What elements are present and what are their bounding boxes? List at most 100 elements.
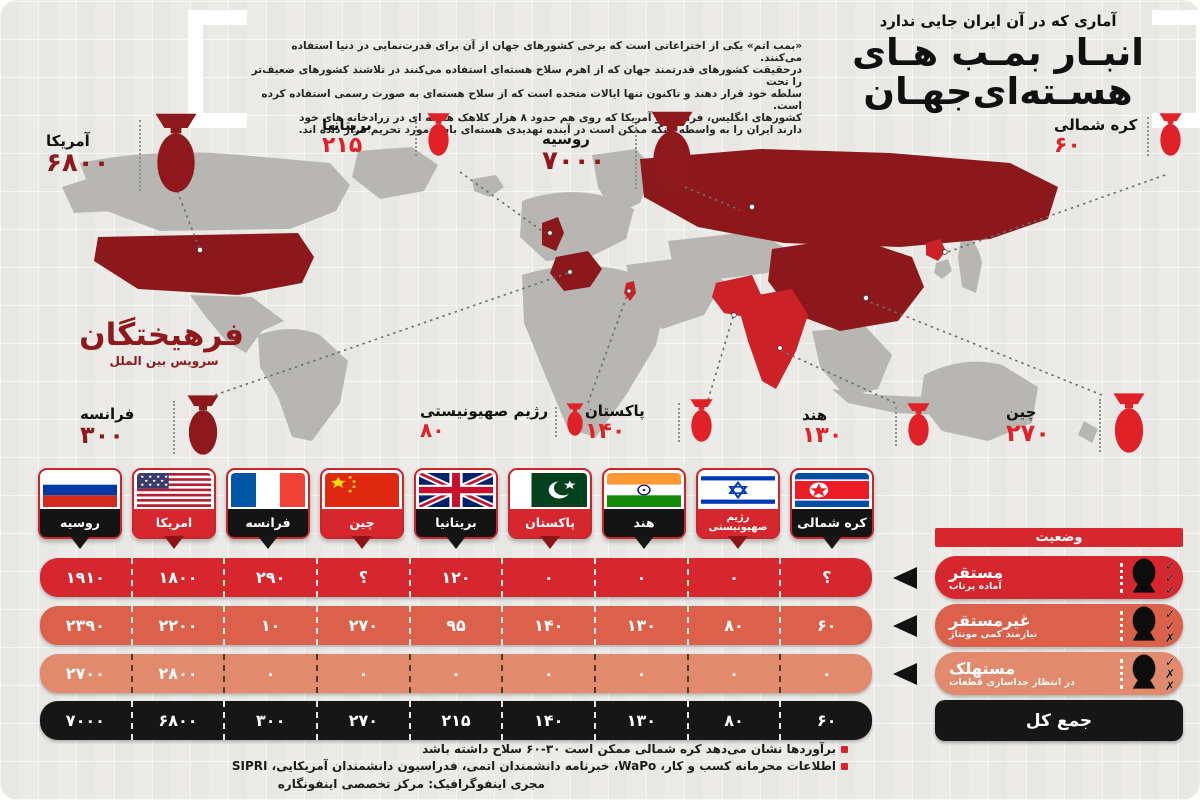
china-flag-icon xyxy=(325,473,399,507)
flag-country-label: بریتانیا xyxy=(416,509,496,537)
bomb-icon xyxy=(148,112,204,198)
intro-line: درحقیقت کشورهای قدرتمند جهان که از اهرم … xyxy=(251,64,802,88)
flag-card-russia: روسیه xyxy=(38,468,122,549)
brand-logo: فرهیختگان سرویس بین الملل xyxy=(79,318,244,368)
table-cell: ۱۳۰ xyxy=(594,606,687,645)
status-marks: ✓ ✓ ✗ xyxy=(1165,608,1175,644)
check-icon: ✓ xyxy=(1164,606,1175,621)
country-name: چین xyxy=(1006,403,1037,422)
check-icon: ✓ xyxy=(1164,618,1175,633)
bomb-icon xyxy=(904,402,933,451)
pakistan-flag-icon xyxy=(513,473,587,507)
brand-unit: سرویس بین الملل xyxy=(109,354,219,368)
map-landmass-gray xyxy=(62,147,1098,443)
flag-card-pakistan: پاکستان xyxy=(508,468,592,549)
dotted-separator xyxy=(1119,658,1123,689)
table-cell: ۰ xyxy=(501,558,594,597)
callout-text: چین ۲۷۰ xyxy=(1006,403,1092,446)
table-cell: ۸۰ xyxy=(686,606,780,645)
northkorea-flag-icon xyxy=(795,473,869,507)
callout-text: روسیه ۷۰۰۰ xyxy=(542,130,628,175)
flag-card-northkorea: کره شمالی xyxy=(790,468,874,549)
table-cell: ۰ xyxy=(501,654,594,693)
callout-text: بریتانیا ۲۱۵ xyxy=(322,116,408,157)
flag-card-china: چین xyxy=(320,468,404,549)
table-cell: ۲۷۰ xyxy=(316,606,409,645)
table-cell: ۶۰ xyxy=(779,701,872,740)
table-cell: ؟ xyxy=(316,558,409,597)
intro-paragraph: «بمب اتم» یکی از اختراعاتی است که برخی ک… xyxy=(250,40,802,136)
row-pointer-arrow xyxy=(893,663,917,685)
legend-text: غیرمستقر نیازمند کمی مونتاژ xyxy=(949,612,1113,640)
bomb-icon xyxy=(687,398,716,447)
legend-sublabel: در انتظار جداسازی قطعات xyxy=(949,676,1075,688)
bomb-icon xyxy=(644,110,700,196)
uk-flag-icon xyxy=(419,473,493,507)
warhead-count: ۲۷۰ xyxy=(1006,419,1050,448)
country-name: هند xyxy=(802,405,828,424)
warhead-count: ۶۰ xyxy=(1054,132,1081,158)
cross-icon: ✗ xyxy=(1164,666,1175,681)
cross-icon: ✗ xyxy=(1164,678,1175,693)
row-pointer-arrow xyxy=(893,615,917,637)
israel-flag-icon xyxy=(701,473,775,507)
check-icon: ✓ xyxy=(1164,582,1175,597)
flag-pointer xyxy=(728,536,748,549)
flag-country-label: چین xyxy=(322,509,402,537)
footnote-credit: مجری اینفوگرافیک: مرکز تخصصی اینفونگاره xyxy=(277,777,545,791)
country-callout: هند ۱۳۰ xyxy=(802,402,933,451)
table-cell: ۰ xyxy=(594,558,687,597)
bomb-icon xyxy=(1130,605,1158,647)
dotted-separator xyxy=(1119,562,1123,593)
total-row-label: جمع کل xyxy=(935,700,1183,741)
legend-sublabel: نیازمند کمی مونتاژ xyxy=(949,628,1038,640)
status-marks: ✓ ✗ ✗ xyxy=(1165,656,1175,692)
flag-country-label: امریکا xyxy=(134,509,214,537)
flag-header-row: روسیه امریکا فرانسه چین بریتانیا پاکستان هند رژ… xyxy=(38,468,874,549)
flag-pointer xyxy=(352,536,372,549)
check-icon: ✓ xyxy=(1164,558,1175,573)
table-cell: ۰ xyxy=(408,654,502,693)
country-callout: روسیه ۷۰۰۰ xyxy=(542,110,700,196)
bomb-icon xyxy=(182,394,224,460)
bomb-icon xyxy=(1130,557,1158,599)
status-panel-header: وضعیت xyxy=(935,528,1183,547)
warhead-count: ۸۰ xyxy=(420,418,445,442)
callout-text: کره شمالی ۶۰ xyxy=(1054,116,1140,157)
table-cell: ۰ xyxy=(316,654,409,693)
table-cell: ۱۹۱۰ xyxy=(65,568,105,587)
table-row-3: ۲۷۰۰ ۲۸۰۰ ۰ ۰ ۰ ۰ ۰ ۰ ۰ xyxy=(40,654,872,693)
dotted-separator xyxy=(1147,117,1149,156)
table-cell: ۱۳۰ xyxy=(594,701,687,740)
france-flag-icon xyxy=(231,473,305,507)
country-callout: رژیم صهیونیستی ۸۰ xyxy=(420,402,586,441)
legend-sublabel: آماده پرتاب xyxy=(949,580,1002,592)
table-cell: ۰ xyxy=(223,654,316,693)
table-cell: ۲۳۹۰ xyxy=(65,616,105,635)
table-cell: ۹۵ xyxy=(408,606,502,645)
legend-row-1: مستقر آماده پرتاب ✓ ✓ ✓ xyxy=(935,556,1183,599)
table-cell: ۲۱۵ xyxy=(408,701,502,740)
country-callout: فرانسه ۳۰۰ xyxy=(80,394,224,460)
map-nuclear-states-bright xyxy=(624,239,946,389)
warhead-count: ۷۰۰۰ xyxy=(542,146,606,177)
table-cell: ۲۲۰۰ xyxy=(130,606,224,645)
flag-country-label: رژیم صهیونیستی xyxy=(698,509,778,537)
world-map xyxy=(62,147,1166,443)
flag-pointer xyxy=(634,536,654,549)
page-title-line2: هسـته‌ای‌جهـان xyxy=(863,70,1133,113)
warhead-count: ۳۰۰ xyxy=(80,421,124,450)
subtitle: آماری که در آن ایران جایی ندارد xyxy=(879,12,1117,30)
page-title-line1: انبـار بمـب هـای xyxy=(852,31,1144,74)
table-cell: ۰ xyxy=(779,654,872,693)
table-cell: ۱۲۰ xyxy=(408,558,502,597)
table-cell: ۶۰ xyxy=(779,606,872,645)
flag-card-usa: امریکا xyxy=(132,468,216,549)
check-icon: ✓ xyxy=(1164,654,1175,669)
country-callout: بریتانیا ۲۱۵ xyxy=(322,112,453,161)
callout-text: فرانسه ۳۰۰ xyxy=(80,405,166,448)
legend-label: مستقر xyxy=(949,562,1004,582)
bomb-icon xyxy=(1156,112,1185,161)
flag-card-uk: بریتانیا xyxy=(414,468,498,549)
flag-country-label: روسیه xyxy=(40,509,120,537)
